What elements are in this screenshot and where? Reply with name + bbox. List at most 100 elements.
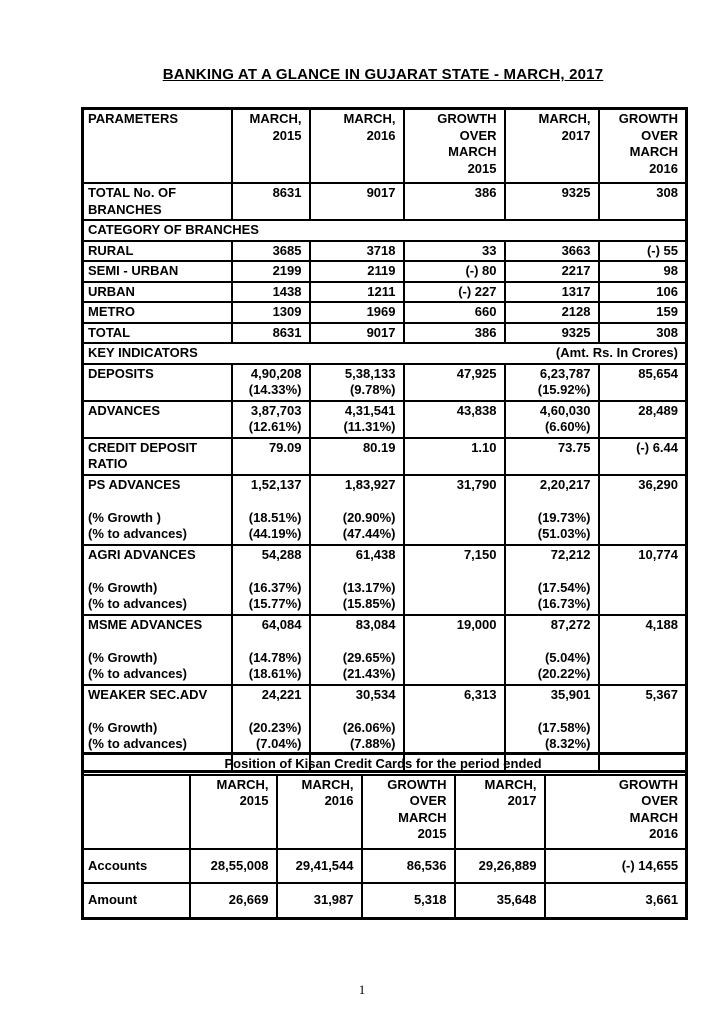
- table-cell: TOTAL No. OF BRANCHES: [81, 182, 233, 221]
- cell-line: (6.60%): [544, 419, 591, 434]
- cell-line: (7.04%): [255, 736, 302, 751]
- cell-line: 5,38,133: [344, 365, 396, 381]
- table-cell: 1211: [308, 280, 405, 303]
- cell-line: (9.78%): [349, 382, 396, 397]
- cell-line: 86,536: [406, 857, 447, 873]
- table-row: ADVANCES 3,87,703 (12.61%) 4,31,541 (11.31%)…: [81, 399, 688, 439]
- blank-line: [237, 633, 302, 650]
- cell-line: OVER: [459, 127, 497, 143]
- table-cell: PS ADVANCES (% Growth ) (% to advances): [81, 473, 233, 546]
- cell-line: 4,188: [645, 616, 678, 632]
- cell-line: (20.23%): [248, 719, 302, 735]
- cell-line: 9017: [366, 324, 396, 340]
- cell-line: SEMI - URBAN: [88, 263, 179, 278]
- cell-line: 3,87,703: [250, 402, 302, 418]
- cell-line: (20.22%): [537, 666, 591, 681]
- cell-line: 2,20,217: [539, 476, 591, 492]
- cell-line: 2016: [366, 127, 396, 143]
- table-cell: 29,26,889: [453, 847, 546, 884]
- cell-line: 54,288: [261, 546, 302, 562]
- cell-line: 6,313: [463, 686, 497, 702]
- table-row: RURAL 3685 3718 33 3663 (-) 55: [81, 239, 688, 262]
- cell-line: 7,150: [463, 546, 497, 562]
- cell-line: RATIO: [88, 456, 128, 471]
- column-header: MARCH, 2016: [308, 107, 405, 184]
- cell-line: 1211: [367, 283, 396, 299]
- column-header: MARCH, 2015: [188, 773, 278, 850]
- table-cell: 4,60,030 (6.60%): [503, 399, 600, 439]
- cell-line: 9325: [561, 185, 591, 200]
- cell-line: (% Growth): [88, 579, 158, 595]
- table-cell: 73.75: [503, 436, 600, 476]
- table-cell: 43,838: [402, 399, 506, 439]
- table-cell: 5,38,133 (9.78%): [308, 362, 405, 402]
- table-cell: 1,52,137 (18.51%) (44.19%): [230, 473, 311, 546]
- cell-line: TOTAL: [88, 324, 131, 340]
- column-header: MARCH, 2017: [503, 107, 600, 184]
- table-row: URBAN 1438 1211 (-) 227 1317 106: [81, 280, 688, 303]
- cell-line: MARCH,: [216, 776, 269, 792]
- cell-line: (51.03%): [537, 526, 591, 541]
- cell-line: (17.58%): [537, 719, 591, 735]
- table-cell: 9325: [503, 321, 600, 344]
- cell-line: CREDIT DEPOSIT: [88, 439, 198, 455]
- cell-line: 2015: [417, 826, 447, 841]
- cell-line: METRO: [88, 304, 135, 319]
- table-cell: 3685: [230, 239, 311, 262]
- page-number: 1: [358, 982, 366, 997]
- cell-line: MARCH,: [343, 111, 396, 126]
- cell-line: 2217: [561, 263, 591, 278]
- column-header: MARCH, 2015: [230, 107, 311, 184]
- column-header: MARCH, 2016: [275, 773, 363, 850]
- cell-line: 30,534: [355, 686, 396, 702]
- table-cell: URBAN: [81, 280, 233, 303]
- table-cell: 386: [402, 321, 506, 344]
- table-cell: ADVANCES: [81, 399, 233, 439]
- cell-line: MARCH,: [484, 776, 537, 792]
- table-cell: 3,661: [543, 882, 688, 919]
- cell-line: MARCH,: [249, 111, 302, 126]
- table-cell: 33: [402, 239, 506, 262]
- table-cell: 660: [402, 301, 506, 324]
- cell-line: 83,084: [355, 616, 396, 632]
- cell-line: 64,084: [261, 616, 302, 632]
- cell-line: RURAL: [88, 242, 134, 258]
- cell-line: 1,83,927: [344, 476, 396, 492]
- cell-line: 106: [656, 283, 678, 299]
- table-cell: Amount: [81, 882, 191, 919]
- header-row: MARCH, 2015 MARCH, 2016 GROWTH OVER MARCH 2015 M…: [81, 773, 688, 850]
- cell-line: 4,60,030: [539, 402, 591, 418]
- banking-table-body: PARAMETERS MARCH, 2015 MARCH, 2016 GROWTH OVER…: [81, 107, 688, 773]
- cell-line: 36,290: [638, 476, 678, 492]
- table-cell: 308: [597, 321, 688, 344]
- column-header: GROWTH OVER MARCH 2016: [597, 107, 688, 184]
- table-cell: 8631: [230, 182, 311, 221]
- table-cell: 83,084 (29.65%) (21.43%): [308, 613, 405, 686]
- table-row: AGRI ADVANCES (% Growth) (% to advances) 5…: [81, 543, 688, 616]
- table-cell: 1,83,927 (20.90%) (47.44%): [308, 473, 405, 546]
- cell-line: 43,838: [456, 402, 497, 418]
- section-cell: CATEGORY OF BRANCHES: [81, 219, 688, 242]
- cell-line: (% to advances): [88, 666, 187, 681]
- cell-line: (-) 227: [458, 283, 497, 299]
- column-header: MARCH, 2017: [453, 773, 546, 850]
- cell-line: 2016: [649, 826, 679, 841]
- cell-line: 85,654: [638, 365, 678, 381]
- column-header: PARAMETERS: [81, 107, 233, 184]
- cell-line: (29.65%): [342, 649, 396, 665]
- blank-line: [88, 493, 224, 510]
- blank-line: [237, 563, 302, 580]
- cell-line: GROWTH: [618, 111, 678, 126]
- cell-line: 1309: [272, 304, 302, 319]
- table-cell: 86,536: [360, 847, 456, 884]
- cell-line: (% Growth): [88, 719, 158, 735]
- table-cell: 31,790: [402, 473, 506, 546]
- cell-line: 5,367: [645, 686, 678, 702]
- blank-line: [510, 493, 591, 510]
- banking-glance-table: PARAMETERS MARCH, 2015 MARCH, 2016 GROWTH OVER…: [81, 107, 688, 773]
- section-cell: (Amt. Rs. In Crores) KEY INDICATORS: [81, 342, 688, 365]
- cell-line: 1317: [561, 283, 591, 299]
- table-cell: 98: [597, 260, 688, 283]
- table-cell: 1309: [230, 301, 311, 324]
- cell-line: (-) 14,655: [621, 857, 679, 873]
